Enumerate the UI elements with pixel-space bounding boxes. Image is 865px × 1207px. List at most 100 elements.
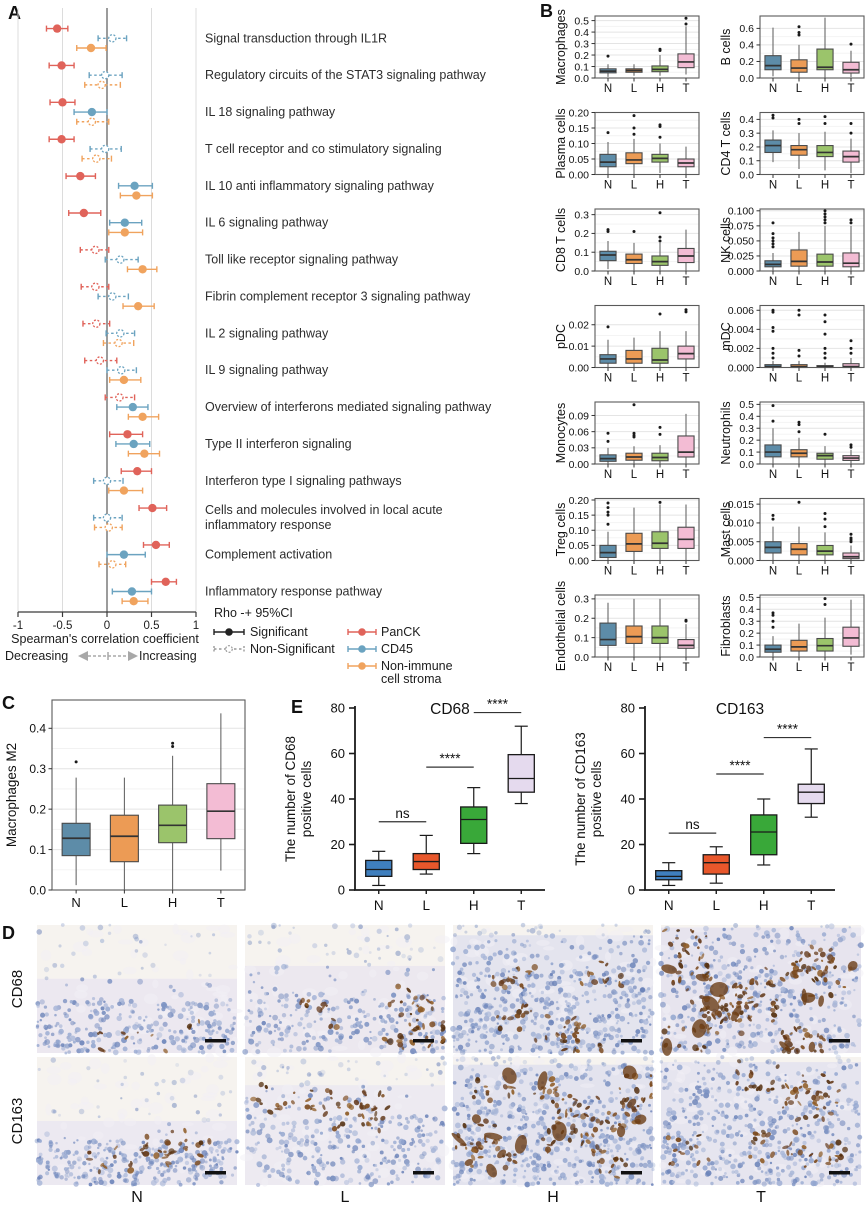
svg-text:Endothelial cells: Endothelial cells [554,581,568,671]
svg-text:CD4 T cells: CD4 T cells [719,111,733,175]
svg-text:T: T [682,180,689,192]
panel-e-label: E [291,697,304,717]
svg-text:Toll like receptor signaling p: Toll like receptor signaling pathway [205,253,399,267]
svg-text:0.01: 0.01 [569,341,590,353]
svg-text:0.1: 0.1 [574,247,589,259]
svg-text:L: L [121,895,128,910]
scale-bar [205,1039,226,1043]
svg-text:L: L [796,469,803,481]
svg-text:H: H [821,373,829,385]
svg-text:Increasing: Increasing [139,649,197,663]
svg-text:0.3: 0.3 [574,209,589,221]
panel-d-label: D [2,923,15,943]
boxplot-cd68: 0 20 40 60 80 N L H Tns **** **** CD68 The number of… [283,697,545,913]
svg-text:0.0: 0.0 [739,169,754,181]
svg-text:Significant: Significant [250,625,308,639]
svg-text:0.010: 0.010 [728,518,754,530]
scale-bar [621,1039,642,1043]
svg-text:ns: ns [395,806,410,821]
svg-text:B cells: B cells [719,29,733,66]
svg-text:T: T [847,180,854,192]
svg-text:0.02: 0.02 [569,320,590,332]
svg-text:0.0: 0.0 [739,459,754,471]
svg-text:0.2: 0.2 [574,228,589,240]
panel-c-svg: 0.0 0.1 0.2 0.3 0.4 N L H T Macrophages M2 [4,699,246,910]
boxplot-mast-cells: 0.000 0.005 0.010 0.015 N L H T Mast cells [719,497,865,578]
svg-text:0.10: 0.10 [569,138,590,150]
svg-text:ns: ns [685,817,700,832]
svg-text:Signal transduction through IL: Signal transduction through IL1R [205,31,387,45]
svg-text:0.6: 0.6 [739,23,754,35]
svg-text:0.3: 0.3 [574,38,589,50]
svg-text:0.002: 0.002 [728,343,754,355]
svg-text:0.06: 0.06 [569,426,590,438]
svg-text:H: H [656,566,664,578]
svg-text:0: 0 [338,883,345,898]
svg-text:0.0: 0.0 [739,73,754,85]
svg-text:inflammatory response: inflammatory response [205,518,331,532]
svg-text:Interferon type I signaling pa: Interferon type I signaling pathways [205,474,402,488]
svg-text:0.15: 0.15 [569,123,590,135]
ihc-image-cd68-n [35,923,243,1057]
svg-text:The number of CD163: The number of CD163 [573,732,588,866]
svg-text:T: T [682,662,689,674]
svg-text:Complement activation: Complement activation [205,548,332,562]
svg-text:0.3: 0.3 [739,128,754,140]
boxplot-monocytes: 0.00 0.03 0.06 0.09 N L H T Monocytes [554,401,700,481]
svg-text:0.2: 0.2 [739,142,754,154]
svg-text:H: H [656,469,664,481]
svg-text:Plasma cells: Plasma cells [554,108,568,178]
svg-text:60: 60 [331,746,345,761]
svg-text:H: H [656,373,664,385]
svg-text:N: N [604,276,612,288]
svg-text:0.05: 0.05 [569,540,590,552]
ihc-image-cd163-n [34,1052,240,1188]
svg-text:0.1: 0.1 [574,632,589,644]
svg-text:H: H [821,180,829,192]
panel-b-label: B [540,1,553,21]
svg-text:0.2: 0.2 [739,56,754,68]
svg-text:T: T [682,83,689,95]
svg-text:N: N [604,566,612,578]
svg-text:Non-immune: Non-immune [381,659,453,673]
svg-text:****: **** [777,722,799,737]
boxplot-b-cells: 0.0 0.2 0.4 0.6 N L H T B cells [719,15,865,95]
svg-text:L: L [631,469,638,481]
svg-text:0.2: 0.2 [29,802,46,816]
svg-text:N: N [71,895,80,910]
ihc-image-cd163-t [659,1052,863,1188]
svg-text:0.5: 0.5 [144,620,160,632]
svg-text:H: H [821,276,829,288]
svg-text:80: 80 [621,701,635,716]
svg-text:****: **** [729,758,751,773]
scale-bar [621,1171,642,1175]
svg-text:0.000: 0.000 [728,266,754,278]
ihc-image-cd163-l [239,1052,450,1188]
svg-text:0.15: 0.15 [569,510,590,522]
svg-text:Monocytes: Monocytes [554,403,568,463]
svg-text:N: N [604,83,612,95]
panel-d-ihc-grid: CD68 CD163 N L H T [0,922,865,1207]
svg-text:0.004: 0.004 [728,324,754,336]
scale-bar [413,1039,434,1043]
svg-text:0.2: 0.2 [574,50,589,62]
svg-text:Cells and molecules involved i: Cells and molecules involved in local ac… [205,503,443,517]
svg-text:L: L [631,662,638,674]
svg-text:Rho -+ 95%CI: Rho -+ 95%CI [214,606,293,620]
svg-text:L: L [631,373,638,385]
svg-text:mDC: mDC [719,322,733,350]
svg-text:L: L [796,662,803,674]
panel-b-boxgrid: 0.0 0.1 0.2 0.3 0.4 0.5 N L H T Macrophages 0.0 0.2 0… [535,0,865,712]
scale-bar [829,1171,850,1175]
svg-text:L: L [796,373,803,385]
boxplot-endothelial-cells: 0.0 0.1 0.2 0.3 N L H T Endothelial cells [554,581,700,674]
svg-text:L: L [796,83,803,95]
svg-text:0.4: 0.4 [574,27,589,39]
boxplot-macrophages-m2: 0.0 0.1 0.2 0.3 0.4 N L H T Macrophages M2 [4,699,246,910]
boxplot-neutrophils: 0.00.10.20.30.40.5 N L H T Neutrophils [719,399,865,481]
svg-text:0.005: 0.005 [728,536,754,548]
svg-text:0.3: 0.3 [574,594,589,606]
